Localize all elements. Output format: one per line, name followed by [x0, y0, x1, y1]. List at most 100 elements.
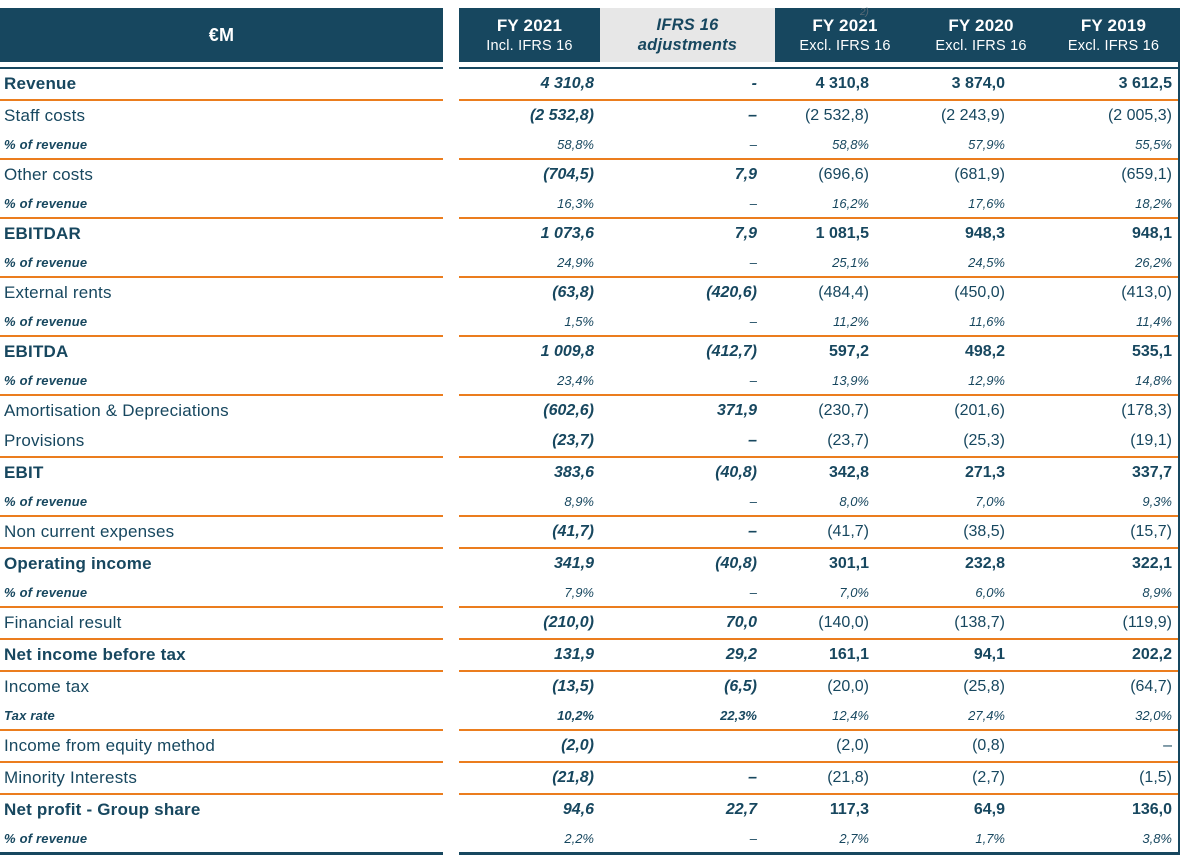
cell-fy2021-incl: (210,0) — [543, 614, 594, 631]
column-header-basis: Excl. IFRS 16 — [1067, 37, 1160, 54]
cell-fy2020-excl: (2,7) — [972, 769, 1005, 786]
header-gap — [443, 8, 459, 62]
cell-fy2021-excl: 161,1 — [828, 646, 869, 663]
table-row: % of revenue 58,8% – 58,8% 57,9% 55,5% — [0, 131, 1178, 158]
cell-fy2020-excl: 498,2 — [964, 343, 1005, 360]
cell-ifrs16-adjustments: 70,0 — [725, 614, 757, 631]
cell-fy2021-excl: 12,4% — [832, 708, 869, 723]
cell-fy2021-incl: (13,5) — [552, 678, 594, 695]
cell-fy2020-excl: 7,0% — [975, 494, 1005, 509]
cell-fy2020-excl: 232,8 — [964, 555, 1005, 572]
row-label: % of revenue — [4, 255, 88, 270]
table-row: % of revenue 24,9% – 25,1% 24,5% 26,2% — [0, 249, 1178, 276]
cell-fy2019-excl: 11,4% — [1136, 314, 1172, 329]
cell-ifrs16-adjustments: – — [749, 373, 757, 388]
column-header-ifrs16-adjustments: IFRS 16 adjustments — [600, 8, 775, 62]
row-label: % of revenue — [4, 831, 88, 846]
row-divider — [0, 793, 1178, 795]
table-row: Minority Interests (21,8) – (21,8) (2,7) (1,5… — [0, 763, 1178, 793]
cell-fy2021-incl: 58,8% — [557, 137, 594, 152]
table-row: EBIT 383,6 (40,8) 342,8 271,3 337,7 — [0, 458, 1178, 488]
cell-fy2019-excl: 32,0% — [1135, 708, 1172, 723]
table-row: Tax rate 10,2% 22,3% 12,4% 27,4% 32,0% — [0, 702, 1178, 729]
cell-fy2021-excl: 11,2% — [833, 314, 869, 329]
table-row: Revenue 4 310,8 - 4 310,8 3 874,0 3 612,5 — [0, 69, 1178, 99]
cell-fy2019-excl: 9,3% — [1142, 494, 1172, 509]
table-header: €M FY 2021 Incl. IFRS 16 IFRS 16 adjustm… — [0, 8, 1180, 62]
cell-fy2021-incl: (602,6) — [543, 402, 594, 419]
row-label: Provisions — [4, 431, 85, 450]
cell-ifrs16-adjustments: – — [749, 585, 757, 600]
cell-fy2021-excl: 342,8 — [828, 464, 869, 481]
cell-ifrs16-adjustments: 29,2 — [725, 646, 757, 663]
table-row: Other costs (704,5) 7,9 (696,6) (681,9) (659,… — [0, 160, 1178, 190]
cell-fy2021-incl: 383,6 — [553, 464, 594, 481]
cell-fy2021-incl: 4 310,8 — [540, 75, 594, 92]
cell-fy2021-excl: (41,7) — [827, 523, 869, 540]
cell-ifrs16-adjustments: – — [749, 196, 757, 211]
row-divider — [0, 515, 1178, 517]
cell-fy2019-excl: 322,1 — [1131, 555, 1172, 572]
cell-fy2021-incl: 10,2% — [557, 708, 594, 723]
cell-fy2020-excl: 271,3 — [964, 464, 1005, 481]
column-header-basis: Excl. IFRS 16 — [799, 37, 891, 54]
cell-ifrs16-adjustments: – — [748, 523, 757, 540]
cell-fy2021-excl: (696,6) — [818, 166, 869, 183]
cell-fy2020-excl: 12,9% — [968, 373, 1005, 388]
cell-fy2021-incl: (63,8) — [552, 284, 594, 301]
cell-ifrs16-adjustments: – — [749, 137, 757, 152]
column-header-fy2021-excl: FY 2021 Excl. IFRS 16 — [775, 8, 915, 62]
cell-fy2021-excl: (23,7) — [827, 432, 869, 449]
row-divider — [0, 670, 1178, 672]
cell-fy2020-excl: 6,0% — [975, 585, 1005, 600]
cell-fy2019-excl: (119,9) — [1122, 614, 1172, 631]
cell-fy2021-incl: (21,8) — [552, 769, 594, 786]
cell-fy2020-excl: 64,9 — [973, 801, 1005, 818]
cell-fy2021-incl: (23,7) — [552, 432, 594, 449]
cell-fy2019-excl: (64,7) — [1130, 678, 1172, 695]
unit-header: €M — [0, 8, 443, 62]
cell-ifrs16-adjustments: – — [748, 107, 757, 124]
row-divider — [0, 335, 1178, 337]
row-label: Net profit - Group share — [4, 800, 201, 819]
row-divider — [0, 99, 1178, 101]
row-label: External rents — [4, 283, 112, 302]
row-label: Amortisation & Depreciations — [4, 401, 229, 420]
cell-ifrs16-adjustments: 7,9 — [734, 225, 757, 242]
cell-fy2021-excl: (21,8) — [827, 769, 869, 786]
table-row: Income tax (13,5) (6,5) (20,0) (25,8) (64,7) — [0, 672, 1178, 702]
cell-fy2019-excl: 8,9% — [1142, 585, 1172, 600]
cell-fy2021-incl: 24,9% — [557, 255, 594, 270]
cell-fy2021-incl: 23,4% — [557, 373, 594, 388]
cell-ifrs16-adjustments: (40,8) — [715, 464, 757, 481]
cell-fy2019-excl: 202,2 — [1131, 646, 1172, 663]
cell-fy2019-excl: (15,7) — [1130, 523, 1172, 540]
cell-ifrs16-adjustments: (420,6) — [706, 284, 757, 301]
cell-ifrs16-adjustments: – — [749, 255, 757, 270]
row-label: Operating income — [4, 554, 152, 573]
cell-fy2020-excl: 57,9% — [968, 137, 1005, 152]
table-row: % of revenue 8,9% – 8,0% 7,0% 9,3% — [0, 488, 1178, 515]
row-label: EBITDAR — [4, 224, 81, 243]
cell-fy2021-excl: (2,0) — [836, 737, 869, 754]
cell-fy2020-excl: (25,8) — [963, 678, 1005, 695]
row-divider — [0, 761, 1178, 763]
cell-fy2020-excl: 17,6% — [968, 196, 1005, 211]
row-divider — [0, 638, 1178, 640]
cell-fy2020-excl: (138,7) — [954, 614, 1005, 631]
cell-fy2021-incl: 7,9% — [564, 585, 594, 600]
cell-ifrs16-adjustments: – — [748, 769, 757, 786]
table-row: External rents (63,8) (420,6) (484,4) (450,0… — [0, 278, 1178, 308]
row-label: % of revenue — [4, 196, 88, 211]
cell-fy2021-incl: 131,9 — [553, 646, 594, 663]
cell-fy2019-excl: 3 612,5 — [1118, 75, 1172, 92]
table-row: Non current expenses (41,7) – (41,7) (38,5) (… — [0, 517, 1178, 547]
cell-ifrs16-adjustments: 7,9 — [734, 166, 757, 183]
cell-fy2020-excl: (25,3) — [963, 432, 1005, 449]
table-row: Staff costs (2 532,8) – (2 532,8) (2 243,9) (… — [0, 101, 1178, 131]
cell-fy2019-excl: (413,0) — [1121, 284, 1172, 301]
row-label: Staff costs — [4, 106, 86, 125]
table-row: Income from equity method (2,0) (2,0) (0,8)… — [0, 731, 1178, 761]
cell-fy2019-excl: (659,1) — [1121, 166, 1172, 183]
cell-fy2021-excl: 8,0% — [839, 494, 869, 509]
